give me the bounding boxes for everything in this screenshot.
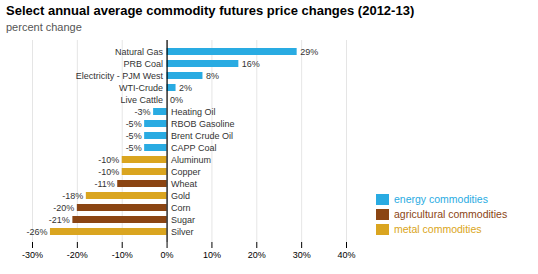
svg-text:-5%: -5% (126, 131, 142, 141)
svg-text:0%: 0% (161, 250, 174, 260)
html-text:energy commodities: energy commodities (394, 193, 488, 205)
svg-text:PRB Coal: PRB Coal (124, 59, 164, 69)
svg-text:-26%: -26% (26, 227, 47, 237)
svg-text:CAPP Coal: CAPP Coal (171, 143, 216, 153)
svg-text:8%: 8% (206, 71, 219, 81)
svg-text:Wheat: Wheat (171, 179, 198, 189)
html-text:Select annual average commodit: Select annual average commodity futures … (6, 3, 415, 18)
svg-text:-5%: -5% (126, 143, 142, 153)
svg-text:-10%: -10% (98, 167, 119, 177)
svg-text:10%: 10% (203, 250, 221, 260)
svg-text:Electricity - PJM West: Electricity - PJM West (76, 71, 164, 81)
svg-text:-10%: -10% (112, 250, 133, 260)
svg-text:-20%: -20% (53, 203, 74, 213)
svg-text:-10%: -10% (98, 155, 119, 165)
html-text:metal commodities: metal commodities (394, 223, 482, 235)
svg-text:16%: 16% (242, 59, 260, 69)
svg-text:-20%: -20% (67, 250, 88, 260)
svg-text:Corn: Corn (171, 203, 191, 213)
svg-text:29%: 29% (300, 47, 318, 57)
svg-text:20%: 20% (248, 250, 266, 260)
svg-text:-18%: -18% (62, 191, 83, 201)
svg-text:Aluminum: Aluminum (171, 155, 211, 165)
svg-text:Live Cattle: Live Cattle (121, 95, 164, 105)
svg-text:30%: 30% (293, 250, 311, 260)
svg-text:2%: 2% (179, 83, 192, 93)
svg-text:Copper: Copper (171, 167, 201, 177)
svg-text:-5%: -5% (126, 119, 142, 129)
svg-text:Heating Oil: Heating Oil (171, 107, 216, 117)
svg-text:WTI-Crude: WTI-Crude (119, 83, 163, 93)
svg-text:Natural Gas: Natural Gas (115, 47, 164, 57)
svg-text:Silver: Silver (171, 227, 194, 237)
html-text:agricultural commodities: agricultural commodities (394, 208, 508, 220)
svg-text:RBOB Gasoline: RBOB Gasoline (171, 119, 235, 129)
svg-text:Gold: Gold (171, 191, 190, 201)
svg-text:Sugar: Sugar (171, 215, 195, 225)
html-text:percent change: percent change (6, 21, 82, 33)
svg-text:40%: 40% (337, 250, 355, 260)
svg-text:-11%: -11% (94, 179, 114, 189)
svg-text:Brent Crude Oil: Brent Crude Oil (171, 131, 233, 141)
svg-text:-30%: -30% (22, 250, 43, 260)
svg-text:0%: 0% (170, 95, 183, 105)
svg-text:-3%: -3% (135, 107, 151, 117)
svg-text:-21%: -21% (49, 215, 70, 225)
